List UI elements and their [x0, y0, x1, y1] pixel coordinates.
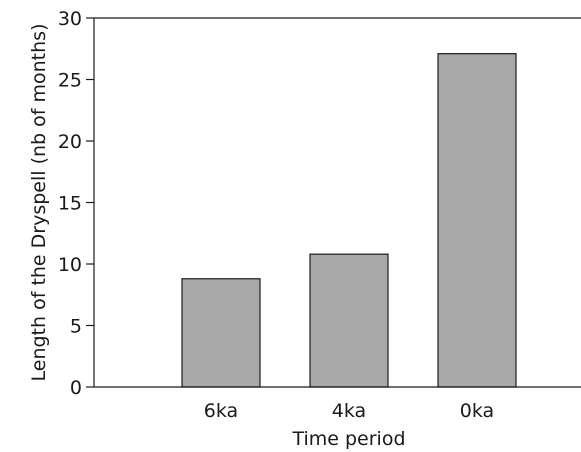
y-tick-label: 10 — [58, 254, 82, 276]
x-axis-title: Time period — [291, 428, 405, 450]
bar-6ka — [181, 278, 261, 388]
x-axis-ticks: 6ka 4ka 0ka — [204, 400, 494, 422]
x-tick-label: 6ka — [204, 400, 238, 422]
y-tick-label: 15 — [58, 193, 82, 215]
y-tick-label: 5 — [70, 316, 82, 338]
bars-group — [181, 53, 517, 388]
bar-0ka — [437, 53, 517, 388]
bar-4ka — [309, 253, 389, 388]
y-tick-label: 30 — [58, 8, 82, 30]
y-axis-title: Length of the Dryspell (nb of months) — [28, 24, 50, 382]
y-tick-label: 20 — [58, 131, 82, 153]
y-axis-ticks: 0 5 10 15 20 25 30 — [58, 8, 94, 399]
y-tick-label: 25 — [58, 70, 82, 92]
x-tick-label: 4ka — [332, 400, 366, 422]
x-tick-label: 0ka — [460, 400, 494, 422]
y-tick-label: 0 — [70, 377, 82, 399]
